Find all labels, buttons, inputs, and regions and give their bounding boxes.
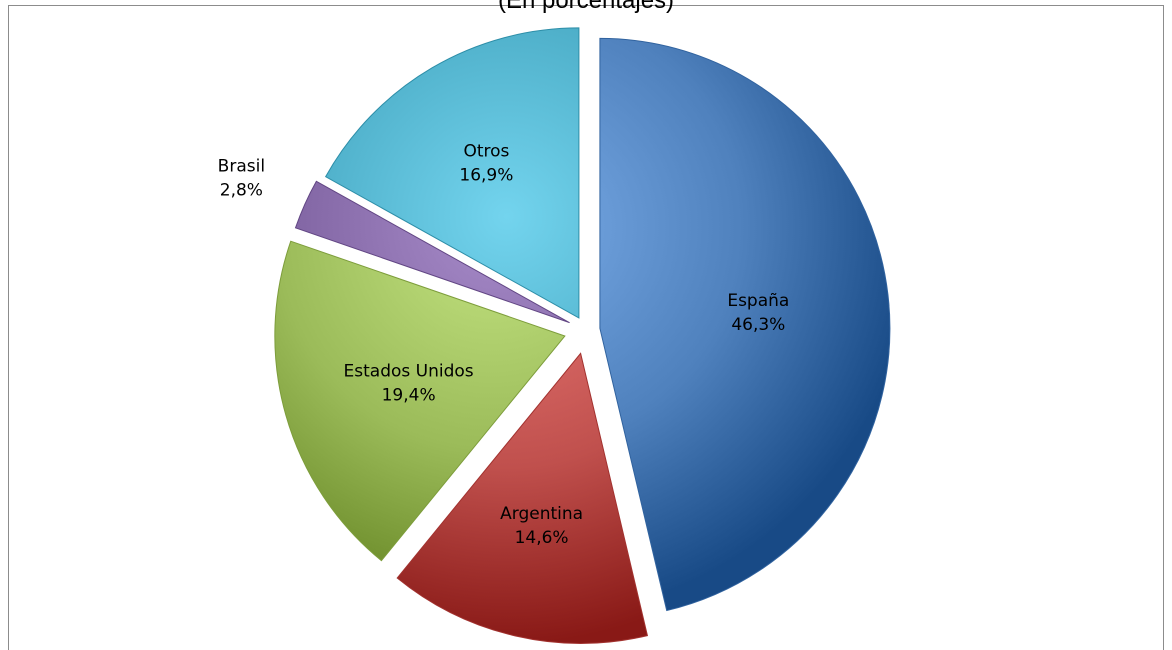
slice-label-otros: Otros	[463, 141, 509, 161]
pie-slice-estados-unidos	[274, 240, 566, 562]
pie-slice-argentina	[396, 352, 649, 644]
slice-value-otros: 16,9%	[459, 165, 513, 185]
slice-label-espana: España	[727, 291, 789, 311]
slice-label-estados-unidos: Estados Unidos	[344, 361, 474, 381]
slice-value-brasil: 2,8%	[220, 181, 263, 201]
slice-value-estados-unidos: 19,4%	[382, 385, 436, 405]
pie-slice-brasil	[294, 180, 570, 324]
slice-value-espana: 46,3%	[731, 315, 785, 335]
chart-subtitle: (En porcentajes)	[497, 0, 675, 14]
slice-label-brasil: Brasil	[218, 157, 265, 177]
pie-slice-espana	[599, 37, 891, 612]
slice-label-argentina: Argentina	[500, 504, 583, 524]
slice-value-argentina: 14,6%	[515, 528, 569, 548]
pie-slice-otros	[324, 27, 580, 319]
